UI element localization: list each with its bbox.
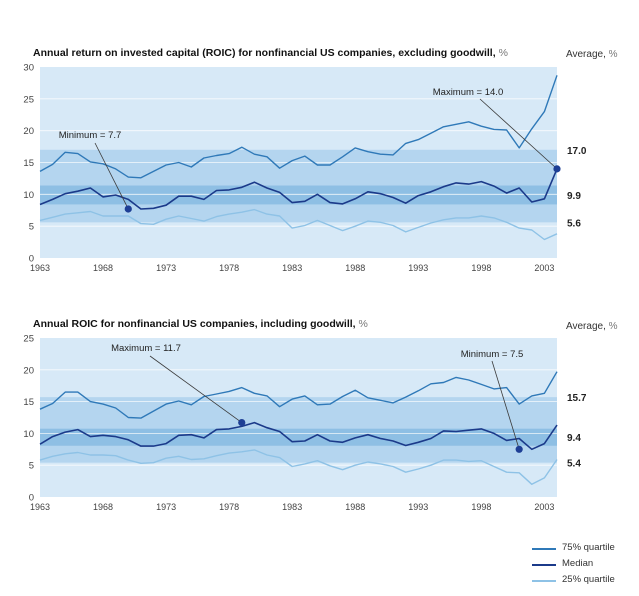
chart1-ytick-0: 0 <box>29 254 34 265</box>
chart1-annotation-marker-1 <box>553 165 561 173</box>
chart2-annotation-marker-1 <box>515 445 523 453</box>
chart2-xtick-1968: 1968 <box>93 502 113 512</box>
chart2-line-q25 <box>39 449 558 485</box>
chart1-xtick-1993: 1993 <box>408 263 428 273</box>
chart1-annotation-leader-1 <box>479 98 558 170</box>
chart2-annotation-marker-0 <box>238 418 246 427</box>
chart1-annotation-marker-0 <box>124 205 132 213</box>
chart2-title: Annual ROIC for nonfinancial US companie… <box>33 318 368 330</box>
chart1-svg: 0 5 10 15 20 25 30 1963 1968 1973 1978 1983 1988 1993… <box>23 63 587 274</box>
chart1-xtick-1963: 1963 <box>30 263 50 273</box>
chart2-average-q75: 15.7 <box>567 393 587 404</box>
chart2-xtick-2003: 2003 <box>534 502 554 512</box>
chart1-average-label: Average, <box>566 49 606 60</box>
chart2-xtick-1978: 1978 <box>219 502 239 512</box>
chart2-ytick-15: 15 <box>23 397 34 408</box>
legend-item-median: Median <box>532 557 632 573</box>
chart2-annotation-leader-1 <box>491 360 520 450</box>
chart2-average-median: 9.4 <box>567 433 581 444</box>
chart2-line-median <box>39 421 558 451</box>
chart1-average-q25: 5.6 <box>567 218 581 229</box>
chart1-average-median: 9.9 <box>567 191 581 202</box>
chart1-title: Annual return on invested capital (ROIC)… <box>33 47 508 59</box>
chart1-line-median <box>39 168 558 210</box>
chart2-average-q25: 5.4 <box>567 459 581 470</box>
chart1-ytick-15: 15 <box>23 158 34 169</box>
chart1-annotation-leader-0 <box>94 142 129 210</box>
chart2-xtick-1983: 1983 <box>282 502 302 512</box>
legend-swatch-median <box>532 564 556 566</box>
chart1-xtick-1978: 1978 <box>219 263 239 273</box>
chart2-ytick-20: 20 <box>23 365 34 376</box>
chart2-annotation-label-0: Maximum = 11.7 <box>111 343 181 354</box>
chart1-title-unit: % <box>498 47 508 59</box>
chart2-average-unit: % <box>608 321 618 332</box>
chart1-average-q75: 17.0 <box>567 146 587 157</box>
chart2-ytick-5: 5 <box>29 461 34 472</box>
chart2-average-label: Average, <box>566 321 606 332</box>
chart1-annotation-label-1: Maximum = 14.0 <box>433 87 504 98</box>
chart1-xtick-1998: 1998 <box>471 263 491 273</box>
chart1-ytick-30: 30 <box>23 63 34 74</box>
chart1-annotation-label-0: Minimum = 7.7 <box>59 130 122 141</box>
chart1-line-q75 <box>39 75 558 179</box>
chart2-annotation-label-1: Minimum = 7.5 <box>461 349 524 360</box>
chart1-average-header: Average, % <box>566 49 618 60</box>
legend-swatch-q25 <box>532 580 556 582</box>
legend-swatch-q75 <box>532 548 556 550</box>
chart1-line-q25 <box>39 208 558 241</box>
chart1-xtick-1988: 1988 <box>345 263 365 273</box>
chart2-line-q75 <box>39 371 558 419</box>
chart1-ytick-25: 25 <box>23 94 34 105</box>
chart1-ytick-10: 10 <box>23 190 34 201</box>
legend-item-q75: 75% quartile <box>532 541 632 557</box>
legend-label-q25: 25% quartile <box>562 574 615 585</box>
chart1-xtick-2003: 2003 <box>534 263 554 273</box>
chart2-xtick-1998: 1998 <box>471 502 491 512</box>
legend-label-q75: 75% quartile <box>562 542 615 553</box>
chart1-xtick-1983: 1983 <box>282 263 302 273</box>
chart2-ytick-25: 25 <box>23 334 34 345</box>
chart2-average-header: Average, % <box>566 321 618 332</box>
chart1-title-text: Annual return on invested capital (ROIC)… <box>33 47 496 59</box>
chart1-average-unit: % <box>608 49 618 60</box>
chart2-xtick-1988: 1988 <box>345 502 365 512</box>
chart2-xtick-1963: 1963 <box>30 502 50 512</box>
chart2-ytick-10: 10 <box>23 429 34 440</box>
legend: 75% quartile Median 25% quartile <box>532 541 632 589</box>
chart2-xtick-1973: 1973 <box>156 502 176 512</box>
legend-item-q25: 25% quartile <box>532 573 632 589</box>
legend-label-median: Median <box>562 558 594 569</box>
chart2-title-text: Annual ROIC for nonfinancial US companie… <box>33 318 356 330</box>
chart2-ytick-0: 0 <box>29 493 34 504</box>
chart1-ytick-5: 5 <box>29 222 34 233</box>
chart1-median-band <box>40 185 557 205</box>
chart2-title-unit: % <box>358 318 368 330</box>
chart1-ytick-20: 20 <box>23 126 34 137</box>
chart1-xtick-1973: 1973 <box>156 263 176 273</box>
chart1-xtick-1968: 1968 <box>93 263 113 273</box>
chart2-annotation-leader-0 <box>149 355 242 423</box>
chart2-xtick-1993: 1993 <box>408 502 428 512</box>
